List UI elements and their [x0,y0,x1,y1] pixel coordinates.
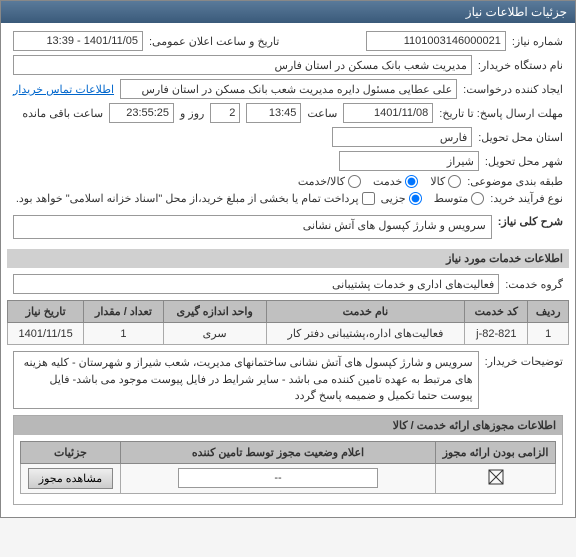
radio-medium[interactable]: متوسط [434,192,485,205]
province-field: فارس [332,127,472,147]
row-buyer-remarks: توضیحات خریدار: سرویس و شارژ کپسول های آ… [13,351,563,409]
window-content: شماره نیاز: 1101003146000021 تاریخ و ساع… [1,23,575,517]
deadline-label: مهلت ارسال پاسخ: تا تاریخ: [439,107,563,120]
request-creator-label: ایجاد کننده درخواست: [463,83,563,96]
cell-name: فعالیت‌های اداره،پشتیبانی دفتر کار [266,323,465,345]
table-header-row: ردیف کد خدمت نام خدمت واحد اندازه گیری ت… [8,301,569,323]
window-title-bar: جزئیات اطلاعات نیاز [1,1,575,23]
row-subject-class: طبقه بندی موضوعی: کالا خدمت کالا/خدمت [7,173,569,190]
cell-code: j-82-821 [465,323,528,345]
service-group-label: گروه خدمت: [505,278,563,291]
remaining-time-field: 23:55:25 [109,103,174,123]
col-qty: تعداد / مقدار [84,301,163,323]
license-header-row: الزامی بودن ارائه مجوز اعلام وضعیت مجوز … [21,441,556,463]
cell-row: 1 [528,323,569,345]
license-col-details: جزئیات [21,441,121,463]
details-window: جزئیات اطلاعات نیاز شماره نیاز: 11010031… [0,0,576,518]
col-row: ردیف [528,301,569,323]
remaining-suffix: ساعت باقی مانده [22,107,103,120]
city-label: شهر محل تحویل: [485,155,563,168]
col-name: نام خدمت [266,301,465,323]
service-group-field: فعالیت‌های اداری و خدمات پشتیبانی [13,274,499,294]
request-creator-field: علی عطایی مسئول دایره مدیریت شعب بانک مس… [120,79,457,99]
cell-qty: 1 [84,323,163,345]
deadline-date-field: 1401/11/08 [343,103,433,123]
need-desc-label: شرح کلی نیاز: [498,215,563,228]
announce-label: تاریخ و ساعت اعلان عمومی: [149,35,279,48]
cell-date: 1401/11/15 [8,323,84,345]
subject-class-label: طبقه بندی موضوعی: [467,175,563,188]
days-and-label: روز و [180,107,204,120]
radio-partial[interactable]: جزیی [381,192,422,205]
buyer-contact-link[interactable]: اطلاعات تماس خریدار [13,83,114,96]
buyer-org-field: مدیریت شعب بانک مسکن در استان فارس [13,55,472,75]
license-panel-title: اطلاعات مجوزهای ارائه خدمت / کالا [14,416,562,435]
row-buy-type: نوع فرآیند خرید: متوسط جزیی پرداخت تمام … [7,190,569,207]
license-panel: اطلاعات مجوزهای ارائه خدمت / کالا الزامی… [13,415,563,505]
row-service-group: گروه خدمت: فعالیت‌های اداری و خدمات پشتی… [7,272,569,296]
radio-kala-khedmat-label: کالا/خدمت [298,175,345,188]
announce-field: 1401/11/05 - 13:39 [13,31,143,51]
window-title: جزئیات اطلاعات نیاز [466,5,567,19]
services-header: اطلاعات خدمات مورد نیاز [7,249,569,268]
need-desc-field: سرویس و شارژ کپسول های آتش نشانی [13,215,492,239]
buy-type-label: نوع فرآیند خرید: [490,192,563,205]
crossed-box-icon [488,469,504,485]
province-label: استان محل تحویل: [478,131,563,144]
radio-kala[interactable]: کالا [430,175,461,188]
row-city: شهر محل تحویل: شیراز [7,149,569,173]
license-table: الزامی بودن ارائه مجوز اعلام وضعیت مجوز … [20,441,556,494]
radio-kala-khedmat[interactable]: کالا/خدمت [298,175,361,188]
row-need-number: شماره نیاز: 1101003146000021 تاریخ و ساع… [7,29,569,53]
table-row: 1 j-82-821 فعالیت‌های اداره،پشتیبانی دفت… [8,323,569,345]
license-status-select[interactable]: -- [178,468,378,488]
row-deadline: مهلت ارسال پاسخ: تا تاریخ: 1401/11/08 سا… [7,101,569,125]
services-table: ردیف کد خدمت نام خدمت واحد اندازه گیری ت… [7,300,569,345]
cell-unit: سری [163,323,266,345]
buyer-remarks-label: توضیحات خریدار: [485,351,563,368]
radio-khedmat-label: خدمت [373,175,402,188]
license-details-cell: مشاهده مجوز [21,463,121,493]
license-col-mandatory: الزامی بودن ارائه مجوز [436,441,556,463]
buyer-remarks-field: سرویس و شارژ کپسول های آتش نشانی ساختمان… [13,351,479,409]
col-date: تاریخ نیاز [8,301,84,323]
city-field: شیراز [339,151,479,171]
need-number-label: شماره نیاز: [512,35,563,48]
row-need-desc: شرح کلی نیاز: سرویس و شارژ کپسول های آتش… [7,213,569,241]
license-row: -- مشاهده مجوز [21,463,556,493]
subject-radio-group: کالا خدمت کالا/خدمت [298,175,461,188]
view-license-button[interactable]: مشاهده مجوز [28,468,113,489]
row-request-creator: ایجاد کننده درخواست: علی عطایی مسئول دای… [7,77,569,101]
row-province: استان محل تحویل: فارس [7,125,569,149]
license-col-status: اعلام وضعیت مجوز توسط تامین کننده [121,441,436,463]
radio-partial-label: جزیی [381,192,406,205]
buy-type-radio-group: متوسط جزیی [381,192,485,205]
deadline-time-field: 13:45 [246,103,301,123]
buyer-org-label: نام دستگاه خریدار: [478,59,563,72]
checkbox-partial-pay[interactable]: پرداخت تمام یا بخشی از مبلغ خرید،از محل … [16,192,375,205]
col-code: کد خدمت [465,301,528,323]
license-mandatory-cell [436,463,556,493]
time-label: ساعت [307,107,337,120]
license-status-cell: -- [121,463,436,493]
col-unit: واحد اندازه گیری [163,301,266,323]
row-buyer-org: نام دستگاه خریدار: مدیریت شعب بانک مسکن … [7,53,569,77]
days-remaining-field: 2 [210,103,240,123]
radio-medium-label: متوسط [434,192,469,205]
need-number-field: 1101003146000021 [366,31,506,51]
checkbox-partial-pay-label: پرداخت تمام یا بخشی از مبلغ خرید،از محل … [16,192,359,205]
radio-kala-label: کالا [430,175,445,188]
radio-khedmat[interactable]: خدمت [373,175,418,188]
